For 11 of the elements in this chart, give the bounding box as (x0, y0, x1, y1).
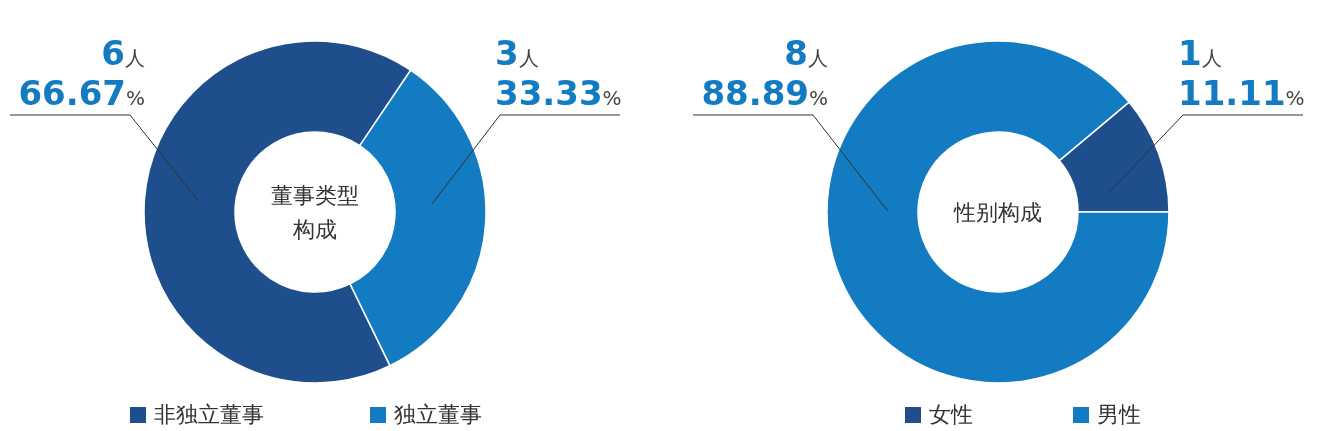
data-label: 8人 88.89% (701, 33, 828, 113)
legend-label: 非独立董事 (154, 402, 264, 427)
data-label: 6人 66.67% (18, 33, 145, 113)
legend-label: 女性 (929, 402, 973, 427)
data-label: 1人 11.11% (1178, 33, 1305, 113)
legend-label: 独立董事 (394, 402, 482, 427)
legend-label: 男性 (1097, 402, 1141, 427)
text: 董事类型构成 (271, 183, 359, 242)
donut-slice (826, 40, 1170, 384)
text: 性别构成 (953, 200, 1042, 225)
data-label: 3人 33.33% (495, 33, 622, 113)
